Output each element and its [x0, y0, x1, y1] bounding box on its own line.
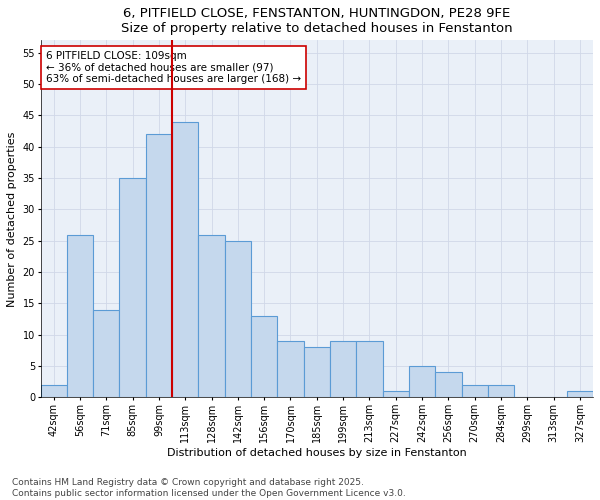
Y-axis label: Number of detached properties: Number of detached properties: [7, 131, 17, 306]
Title: 6, PITFIELD CLOSE, FENSTANTON, HUNTINGDON, PE28 9FE
Size of property relative to: 6, PITFIELD CLOSE, FENSTANTON, HUNTINGDO…: [121, 7, 512, 35]
Bar: [67, 234, 93, 398]
Bar: [172, 122, 199, 398]
Bar: [330, 341, 356, 398]
X-axis label: Distribution of detached houses by size in Fenstanton: Distribution of detached houses by size …: [167, 448, 467, 458]
Bar: [409, 366, 435, 398]
Bar: [225, 241, 251, 398]
Text: 6 PITFIELD CLOSE: 109sqm
← 36% of detached houses are smaller (97)
63% of semi-d: 6 PITFIELD CLOSE: 109sqm ← 36% of detach…: [46, 51, 301, 84]
Bar: [383, 391, 409, 398]
Bar: [93, 310, 119, 398]
Bar: [567, 391, 593, 398]
Bar: [251, 316, 277, 398]
Bar: [461, 385, 488, 398]
Bar: [304, 348, 330, 398]
Bar: [435, 372, 461, 398]
Bar: [199, 234, 225, 398]
Bar: [277, 341, 304, 398]
Bar: [146, 134, 172, 398]
Bar: [119, 178, 146, 398]
Bar: [356, 341, 383, 398]
Bar: [41, 385, 67, 398]
Bar: [488, 385, 514, 398]
Text: Contains HM Land Registry data © Crown copyright and database right 2025.
Contai: Contains HM Land Registry data © Crown c…: [12, 478, 406, 498]
